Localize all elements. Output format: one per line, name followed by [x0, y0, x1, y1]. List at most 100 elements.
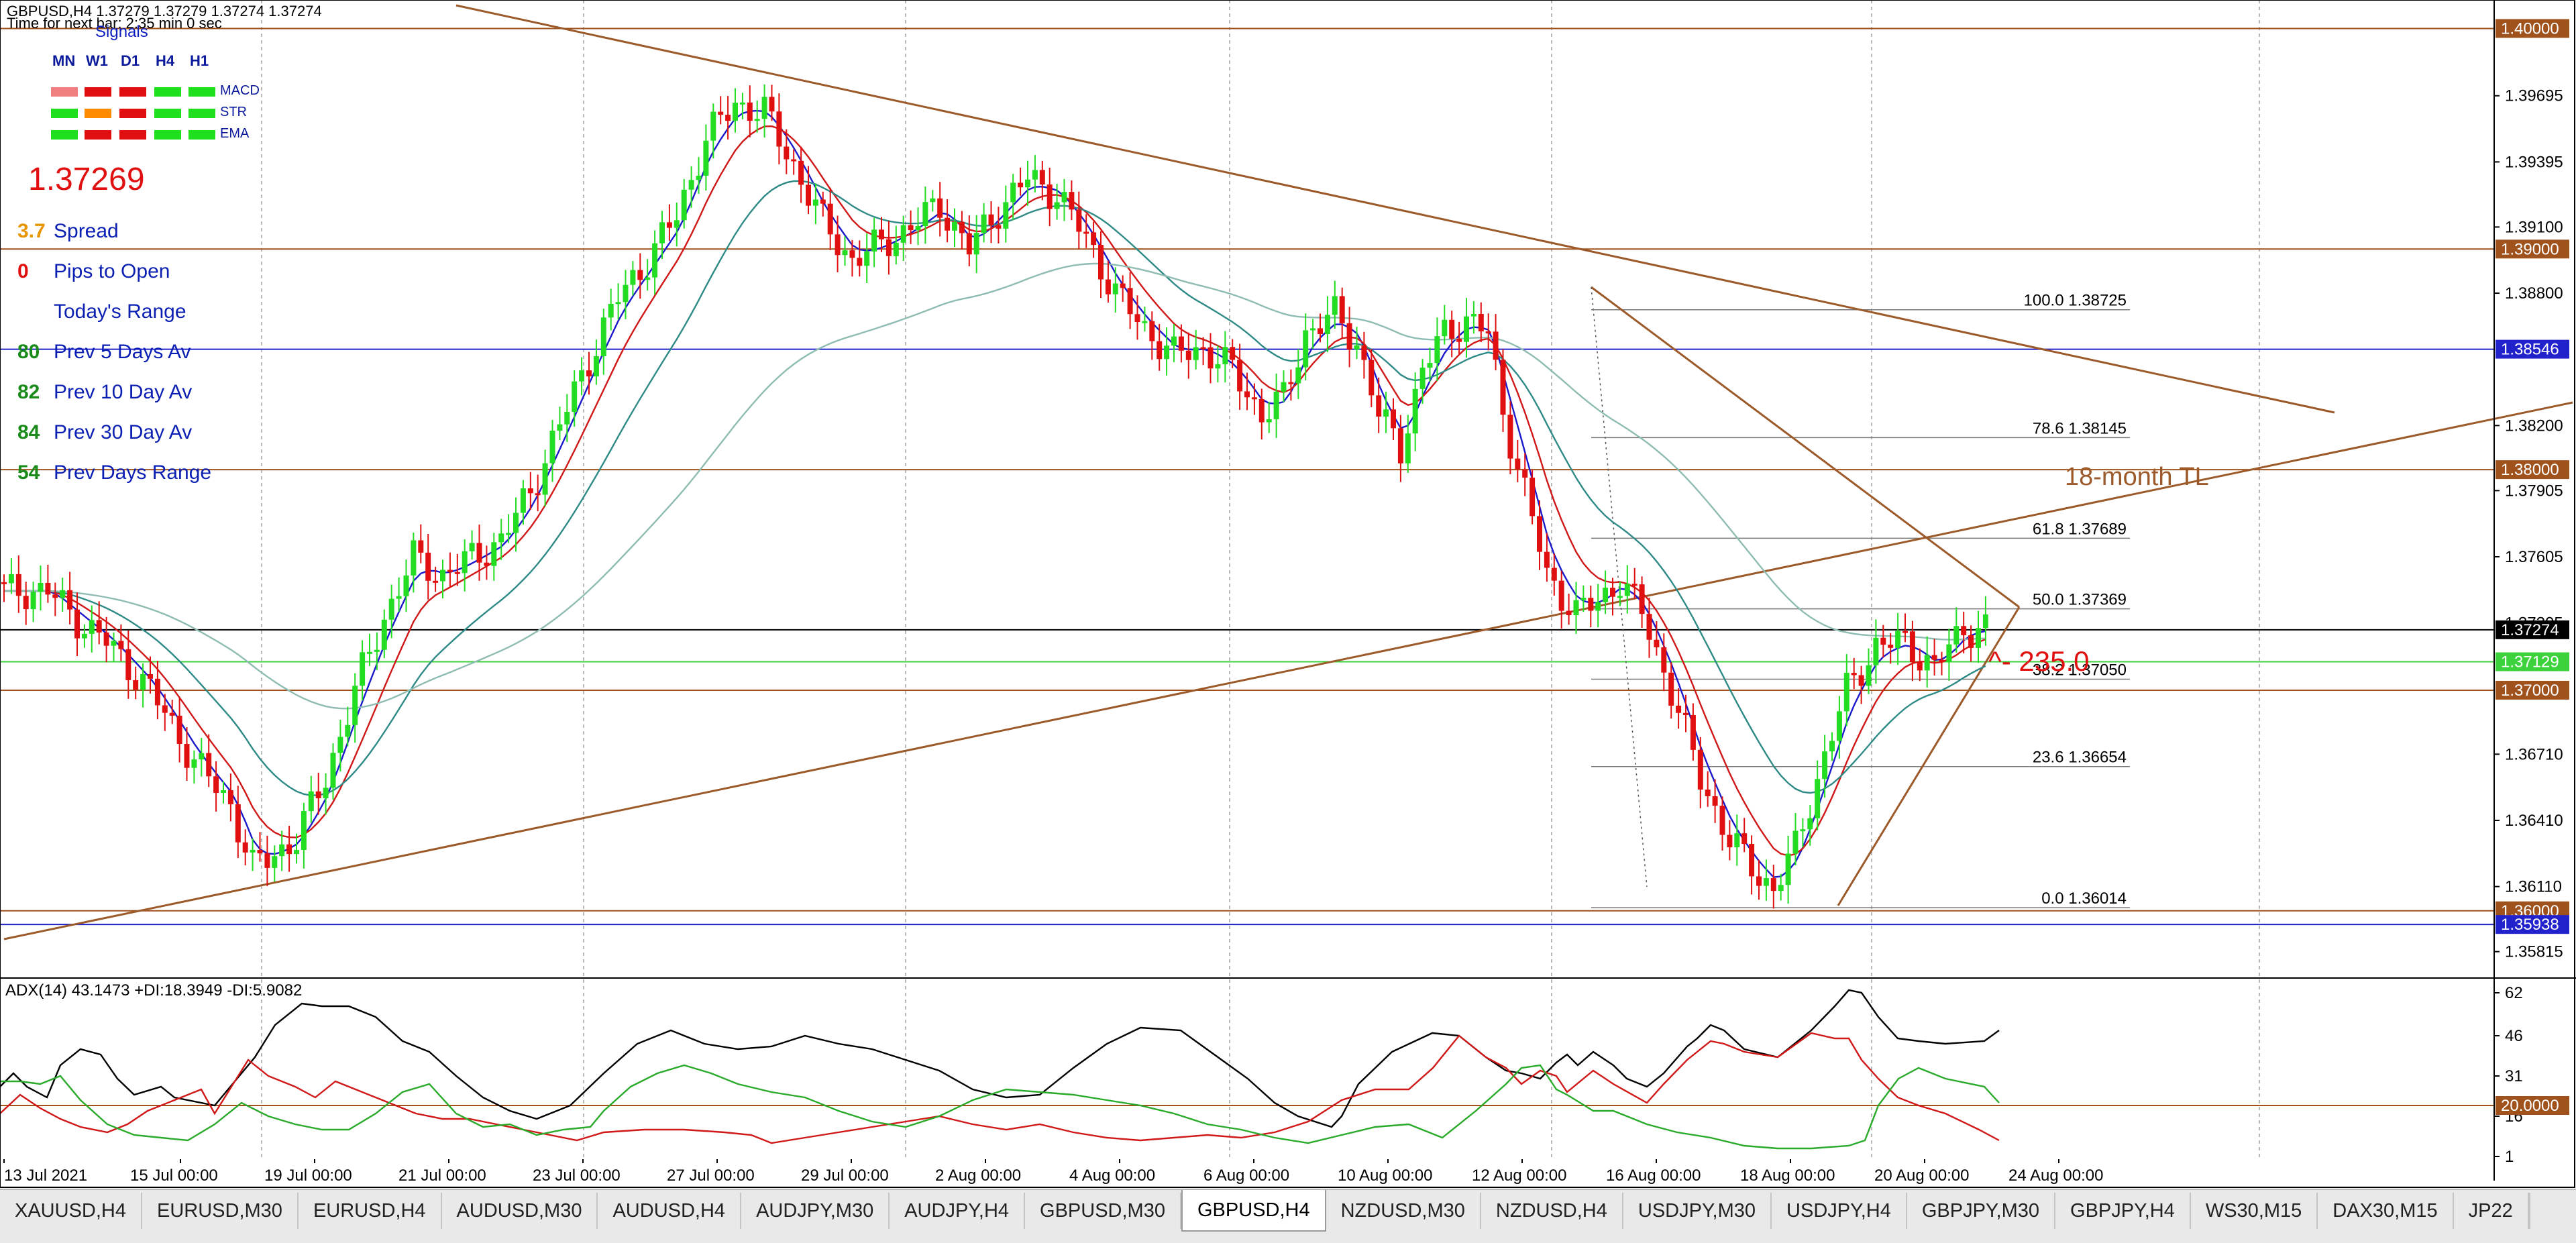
stat-label: Prev 5 Days Av [54, 341, 191, 363]
time-tick-label: 23 Jul 00:00 [533, 1167, 621, 1185]
candle-body [506, 533, 512, 535]
candle-body [381, 619, 387, 650]
candle-body [52, 594, 58, 598]
tab-usdjpy-h4[interactable]: USDJPY,H4 [1772, 1193, 1907, 1229]
tab-dax30-m15[interactable]: DAX30,M15 [2318, 1193, 2454, 1229]
candle-body [623, 284, 629, 303]
candle-body [812, 199, 818, 206]
adx-plus-di-line [0, 1064, 2000, 1150]
next-bar-timer: Time for next bar: 2:35 min 0 sec [7, 15, 222, 32]
price-level-box [2496, 239, 2569, 259]
time-tick-label: 29 Jul 00:00 [801, 1167, 889, 1185]
candle-body [111, 641, 117, 646]
ema-mid-line [4, 125, 1986, 857]
candle-body [659, 222, 665, 244]
candle-body [1376, 395, 1382, 417]
candle-body [264, 853, 270, 868]
price-level-box [2496, 460, 2569, 480]
candle-body [1500, 360, 1506, 415]
tab-audjpy-h4[interactable]: AUDJPY,H4 [890, 1193, 1026, 1229]
candle-body [1603, 588, 1609, 602]
eighteen-month-trendline [3, 401, 2573, 940]
tab-eurusd-m30[interactable]: EURUSD,M30 [142, 1193, 299, 1229]
signal-row-label: EMA [220, 126, 250, 141]
candle-body [242, 842, 248, 853]
candle-body [1756, 876, 1762, 886]
candle-body [1346, 323, 1352, 350]
price-tick-label: 1.38800 [2505, 284, 2563, 303]
candle-body [1288, 382, 1294, 384]
price-level-label: 1.37000 [2501, 682, 2559, 700]
tab-jp22[interactable]: JP22 [2454, 1193, 2529, 1229]
candle-body [1588, 598, 1594, 611]
signal-timeframe-d1: D1 [121, 52, 140, 69]
trend-lines[interactable] [3, 4, 2573, 940]
tab-gbpusd-h4[interactable]: GBPUSD,H4 [1181, 1190, 1326, 1232]
tab-audjpy-m30[interactable]: AUDJPY,M30 [741, 1193, 890, 1229]
candle-body [1976, 628, 1981, 648]
tab-gbpjpy-h4[interactable]: GBPJPY,H4 [2055, 1193, 2191, 1229]
fib-anchor-line [1591, 286, 1648, 887]
tab-audusd-m30[interactable]: AUDUSD,M30 [442, 1193, 598, 1229]
candle-body [1251, 397, 1257, 400]
tab-scroll-control[interactable] [2528, 1193, 2576, 1229]
candle-body [1858, 675, 1864, 686]
stat-label: Spread [54, 220, 119, 242]
candle-body [498, 533, 504, 543]
tab-nzdusd-m30[interactable]: NZDUSD,M30 [1326, 1193, 1481, 1229]
candle-body [15, 574, 21, 596]
tab-audusd-h4[interactable]: AUDUSD,H4 [598, 1193, 742, 1229]
candle-body [133, 680, 139, 690]
tab-usdjpy-m30[interactable]: USDJPY,M30 [1623, 1193, 1772, 1229]
candle-body [1866, 665, 1872, 686]
candle-body [915, 226, 921, 231]
candle-body [1419, 368, 1426, 389]
candle-body [345, 724, 351, 737]
candle-body [1318, 328, 1323, 334]
candle-body [1200, 347, 1206, 349]
chart-frame [0, 0, 2575, 1188]
signal-timeframe-h1: H1 [190, 52, 209, 69]
price-axis: 1.39695 1.39395 1.39100 1.38800 1.38200 1.379… [2494, 19, 2569, 961]
candle-body [688, 180, 694, 190]
tab-eurusd-h4[interactable]: EURUSD,H4 [299, 1193, 442, 1229]
candle-body [1273, 391, 1279, 419]
candle-body [1485, 331, 1491, 333]
price-tick-label: 1.37605 [2505, 548, 2563, 566]
candle-body [403, 575, 409, 596]
candle-body [549, 431, 555, 464]
candle-body [140, 673, 146, 690]
chart-canvas[interactable]: 100.0 1.38725 78.6 1.38145 61.8 1.37689 50.… [0, 0, 2576, 1189]
candle-body [1266, 419, 1272, 423]
candle-body [352, 686, 358, 725]
candle-body [754, 119, 760, 121]
time-tick-label: 27 Jul 00:00 [667, 1167, 755, 1185]
candle-body [703, 140, 709, 176]
candle-body [593, 356, 599, 377]
candle-body [1478, 314, 1484, 331]
candle-body [1843, 673, 1849, 712]
candle-body [1551, 568, 1557, 581]
stat-row: 84 Prev 30 Day Av [17, 421, 192, 444]
price-tick-label: 1.39695 [2505, 87, 2563, 105]
candle-body [1091, 232, 1097, 246]
fib-level-label: 61.8 1.37689 [2033, 520, 2127, 538]
candle-body [1310, 328, 1316, 331]
fibonacci-retracement[interactable]: 100.0 1.38725 78.6 1.38145 61.8 1.37689 50.… [1591, 292, 2130, 908]
candle-body [1537, 516, 1542, 552]
tab-nzdusd-h4[interactable]: NZDUSD,H4 [1481, 1193, 1623, 1229]
candle-body [1924, 655, 1930, 671]
adx-header: ADX(14) 43.1473 +DI:18.3949 -DI:5.9082 [5, 981, 302, 999]
tab-gbpjpy-m30[interactable]: GBPJPY,M30 [1907, 1193, 2056, 1229]
candle-body [725, 115, 731, 121]
stat-label: Prev 10 Day Av [54, 381, 193, 403]
tab-ws30-m15[interactable]: WS30,M15 [2191, 1193, 2318, 1229]
candle-body [38, 582, 44, 592]
tab-gbpusd-m30[interactable]: GBPUSD,M30 [1025, 1193, 1181, 1229]
candle-body [1, 582, 7, 584]
candle-body [1573, 600, 1579, 616]
stat-value: 84 [17, 421, 40, 443]
adx-indicator-panel: ADX(14) 43.1473 +DI:18.3949 -DI:5.9082 62… [0, 981, 2569, 1166]
candle-body [396, 596, 402, 599]
tab-xauusd-h4[interactable]: XAUUSD,H4 [0, 1193, 142, 1229]
